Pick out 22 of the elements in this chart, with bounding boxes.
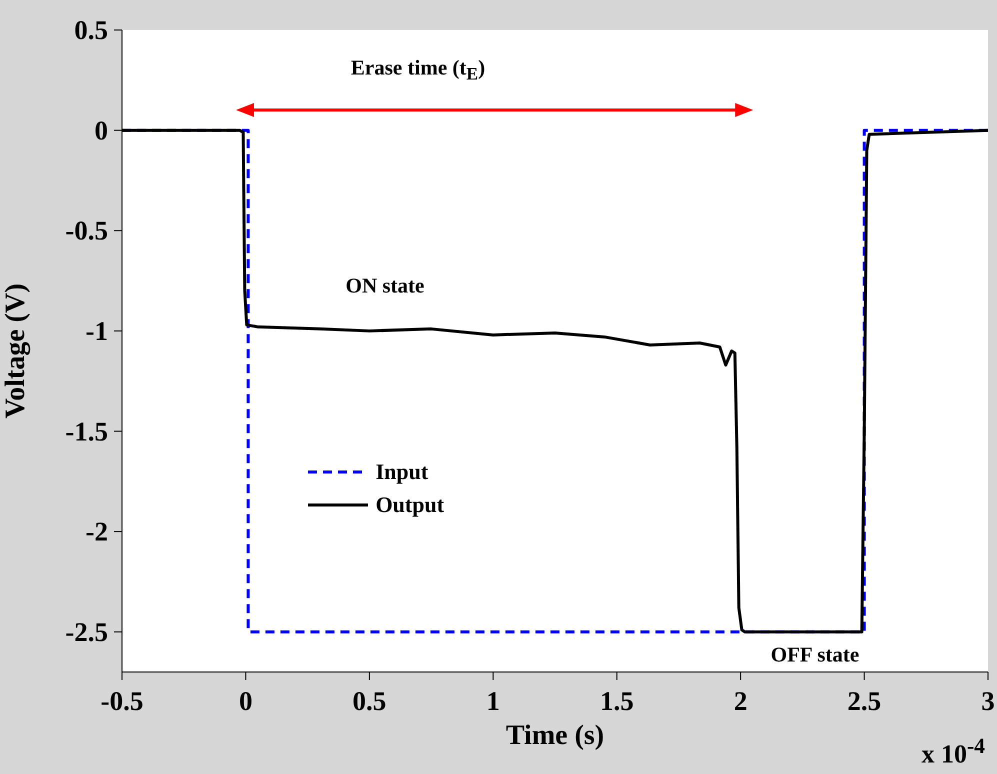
y-tick-label: -1: [86, 316, 108, 346]
x-tick-label: 0.5: [352, 686, 386, 716]
x-tick-label: 3: [981, 686, 995, 716]
x-axis-title: Time (s): [506, 720, 604, 751]
y-tick-label: -1.5: [65, 416, 108, 446]
x-tick-label: 1: [486, 686, 500, 716]
x-tick-label: 1.5: [600, 686, 634, 716]
annotation: ON state: [342, 274, 428, 298]
y-tick-label: -2: [86, 516, 108, 547]
y-tick-label: -2.5: [65, 616, 108, 647]
x-tick-label: 2: [734, 686, 748, 716]
x-tick-label: 0: [238, 686, 252, 716]
y-tick-label: -0.5: [65, 216, 108, 246]
annotation: Erase time (t$_{E}$): [346, 55, 490, 85]
legend-label: Output: [376, 492, 444, 518]
x-tick-label: 2.5: [847, 686, 882, 716]
y-tick-label: 0.5: [74, 15, 108, 45]
annotation: OFF state: [766, 642, 864, 668]
y-axis-title: Voltage (V): [0, 283, 31, 419]
text: x 10$^{-4}$: [921, 734, 985, 770]
legend-label: Input: [376, 458, 428, 485]
y-tick-label: 0: [94, 115, 108, 146]
